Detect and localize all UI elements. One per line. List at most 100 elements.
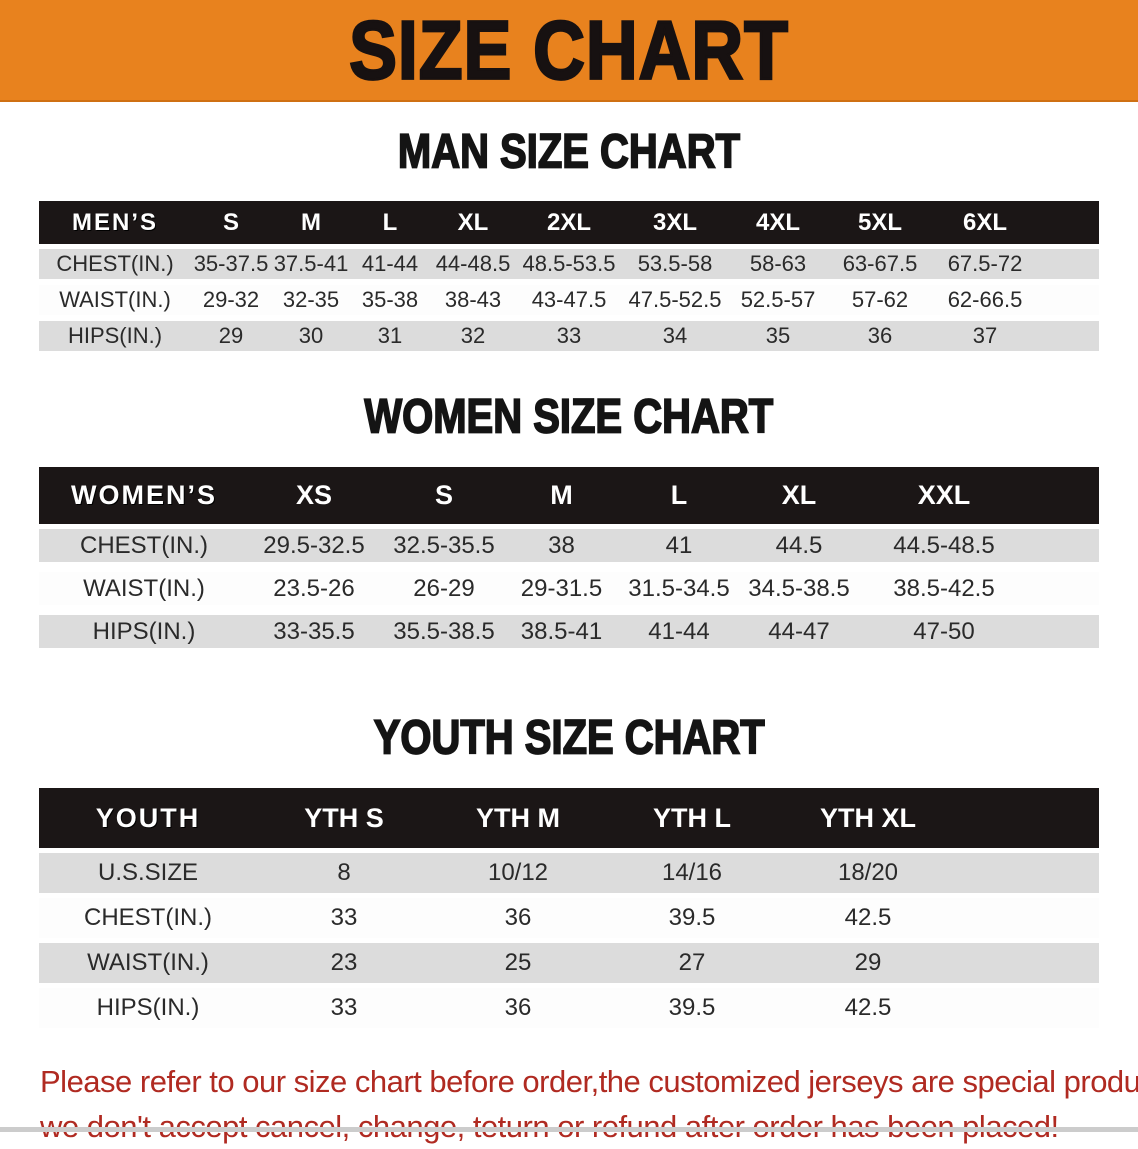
row-spacer bbox=[1034, 529, 1099, 572]
men-col-header: M bbox=[271, 201, 351, 249]
row-label: U.S.SIZE bbox=[39, 853, 257, 898]
youth-col-header: YTH S bbox=[257, 788, 431, 853]
youth-table-header-row: YOUTH YTH S YTH M YTH L YTH XL bbox=[39, 788, 1099, 853]
row-label: WAIST(IN.) bbox=[39, 572, 249, 615]
women-table-header-row: WOMEN’S XS S M L XL XXL bbox=[39, 467, 1099, 529]
women-section-title: WOMEN SIZE CHART bbox=[0, 389, 1138, 445]
table-cell: 35-38 bbox=[351, 285, 429, 321]
women-waist-row: WAIST(IN.) 23.5-26 26-29 29-31.5 31.5-34… bbox=[39, 572, 1099, 615]
table-cell: 47-50 bbox=[854, 615, 1034, 658]
men-col-header: S bbox=[191, 201, 271, 249]
table-cell: 30 bbox=[271, 321, 351, 357]
youth-header-spacer bbox=[957, 788, 1099, 853]
table-cell: 14/16 bbox=[605, 853, 779, 898]
table-cell: 58-63 bbox=[729, 249, 827, 285]
youth-section-title-text: YOUTH SIZE CHART bbox=[373, 710, 766, 766]
table-cell: 63-67.5 bbox=[827, 249, 933, 285]
men-col-header: XL bbox=[429, 201, 517, 249]
men-section-title: MAN SIZE CHART bbox=[0, 124, 1138, 180]
table-cell: 37.5-41 bbox=[271, 249, 351, 285]
table-cell: 29-32 bbox=[191, 285, 271, 321]
table-cell: 34.5-38.5 bbox=[744, 572, 854, 615]
table-cell: 62-66.5 bbox=[933, 285, 1037, 321]
table-cell: 44.5-48.5 bbox=[854, 529, 1034, 572]
youth-waist-row: WAIST(IN.) 23 25 27 29 bbox=[39, 943, 1099, 988]
table-cell: 29 bbox=[779, 943, 957, 988]
table-cell: 33 bbox=[517, 321, 621, 357]
bottom-edge-strip bbox=[0, 1127, 1138, 1132]
women-header-spacer bbox=[1034, 467, 1099, 529]
row-spacer bbox=[1037, 285, 1099, 321]
table-cell: 38-43 bbox=[429, 285, 517, 321]
table-cell: 37 bbox=[933, 321, 1037, 357]
men-section-title-text: MAN SIZE CHART bbox=[397, 124, 741, 180]
women-col-header: S bbox=[379, 467, 509, 529]
youth-col-header: YTH M bbox=[431, 788, 605, 853]
men-col-header: 4XL bbox=[729, 201, 827, 249]
men-waist-row: WAIST(IN.) 29-32 32-35 35-38 38-43 43-47… bbox=[39, 285, 1099, 321]
table-cell: 23 bbox=[257, 943, 431, 988]
table-cell: 8 bbox=[257, 853, 431, 898]
table-cell: 25 bbox=[431, 943, 605, 988]
banner-title: SIZE CHART bbox=[348, 2, 789, 98]
table-cell: 35-37.5 bbox=[191, 249, 271, 285]
row-spacer bbox=[957, 853, 1099, 898]
row-label: CHEST(IN.) bbox=[39, 529, 249, 572]
table-cell: 29 bbox=[191, 321, 271, 357]
table-cell: 41-44 bbox=[351, 249, 429, 285]
table-cell: 31 bbox=[351, 321, 429, 357]
table-cell: 32-35 bbox=[271, 285, 351, 321]
row-spacer bbox=[1034, 572, 1099, 615]
table-cell: 29-31.5 bbox=[509, 572, 614, 615]
women-col-header: L bbox=[614, 467, 744, 529]
men-size-table: MEN’S S M L XL 2XL 3XL 4XL 5XL 6XL CHEST… bbox=[39, 201, 1099, 357]
row-spacer bbox=[1037, 321, 1099, 357]
table-cell: 36 bbox=[431, 988, 605, 1033]
table-cell: 32 bbox=[429, 321, 517, 357]
table-cell: 39.5 bbox=[605, 988, 779, 1033]
women-chest-row: CHEST(IN.) 29.5-32.5 32.5-35.5 38 41 44.… bbox=[39, 529, 1099, 572]
youth-chest-row: CHEST(IN.) 33 36 39.5 42.5 bbox=[39, 898, 1099, 943]
table-cell: 23.5-26 bbox=[249, 572, 379, 615]
row-label: HIPS(IN.) bbox=[39, 988, 257, 1033]
table-cell: 10/12 bbox=[431, 853, 605, 898]
youth-size-table: YOUTH YTH S YTH M YTH L YTH XL U.S.SIZE … bbox=[39, 788, 1099, 1033]
table-cell: 18/20 bbox=[779, 853, 957, 898]
order-disclaimer: Please refer to our size chart before or… bbox=[40, 1059, 1138, 1149]
table-cell: 38 bbox=[509, 529, 614, 572]
men-chest-row: CHEST(IN.) 35-37.5 37.5-41 41-44 44-48.5… bbox=[39, 249, 1099, 285]
row-label: HIPS(IN.) bbox=[39, 615, 249, 658]
table-cell: 33-35.5 bbox=[249, 615, 379, 658]
table-cell: 43-47.5 bbox=[517, 285, 621, 321]
table-cell: 67.5-72 bbox=[933, 249, 1037, 285]
men-table-header-row: MEN’S S M L XL 2XL 3XL 4XL 5XL 6XL bbox=[39, 201, 1099, 249]
youth-col-header: YTH XL bbox=[779, 788, 957, 853]
women-col-header: XL bbox=[744, 467, 854, 529]
table-cell: 52.5-57 bbox=[729, 285, 827, 321]
table-cell: 48.5-53.5 bbox=[517, 249, 621, 285]
table-cell: 44-47 bbox=[744, 615, 854, 658]
table-cell: 38.5-42.5 bbox=[854, 572, 1034, 615]
table-cell: 38.5-41 bbox=[509, 615, 614, 658]
youth-corner-label: YOUTH bbox=[39, 788, 257, 853]
disclaimer-line-1: Please refer to our size chart before or… bbox=[40, 1064, 1138, 1099]
row-spacer bbox=[957, 988, 1099, 1033]
table-cell: 29.5-32.5 bbox=[249, 529, 379, 572]
table-cell: 27 bbox=[605, 943, 779, 988]
table-cell: 42.5 bbox=[779, 898, 957, 943]
youth-hips-row: HIPS(IN.) 33 36 39.5 42.5 bbox=[39, 988, 1099, 1033]
table-cell: 33 bbox=[257, 988, 431, 1033]
row-spacer bbox=[957, 943, 1099, 988]
row-spacer bbox=[1034, 615, 1099, 658]
row-label: CHEST(IN.) bbox=[39, 249, 191, 285]
women-hips-row: HIPS(IN.) 33-35.5 35.5-38.5 38.5-41 41-4… bbox=[39, 615, 1099, 658]
table-cell: 35.5-38.5 bbox=[379, 615, 509, 658]
men-col-header: 2XL bbox=[517, 201, 621, 249]
youth-section-title: YOUTH SIZE CHART bbox=[0, 710, 1138, 766]
men-hips-row: HIPS(IN.) 29 30 31 32 33 34 35 36 37 bbox=[39, 321, 1099, 357]
table-cell: 41 bbox=[614, 529, 744, 572]
table-cell: 42.5 bbox=[779, 988, 957, 1033]
table-cell: 44.5 bbox=[744, 529, 854, 572]
table-cell: 31.5-34.5 bbox=[614, 572, 744, 615]
women-section-title-text: WOMEN SIZE CHART bbox=[364, 389, 774, 445]
